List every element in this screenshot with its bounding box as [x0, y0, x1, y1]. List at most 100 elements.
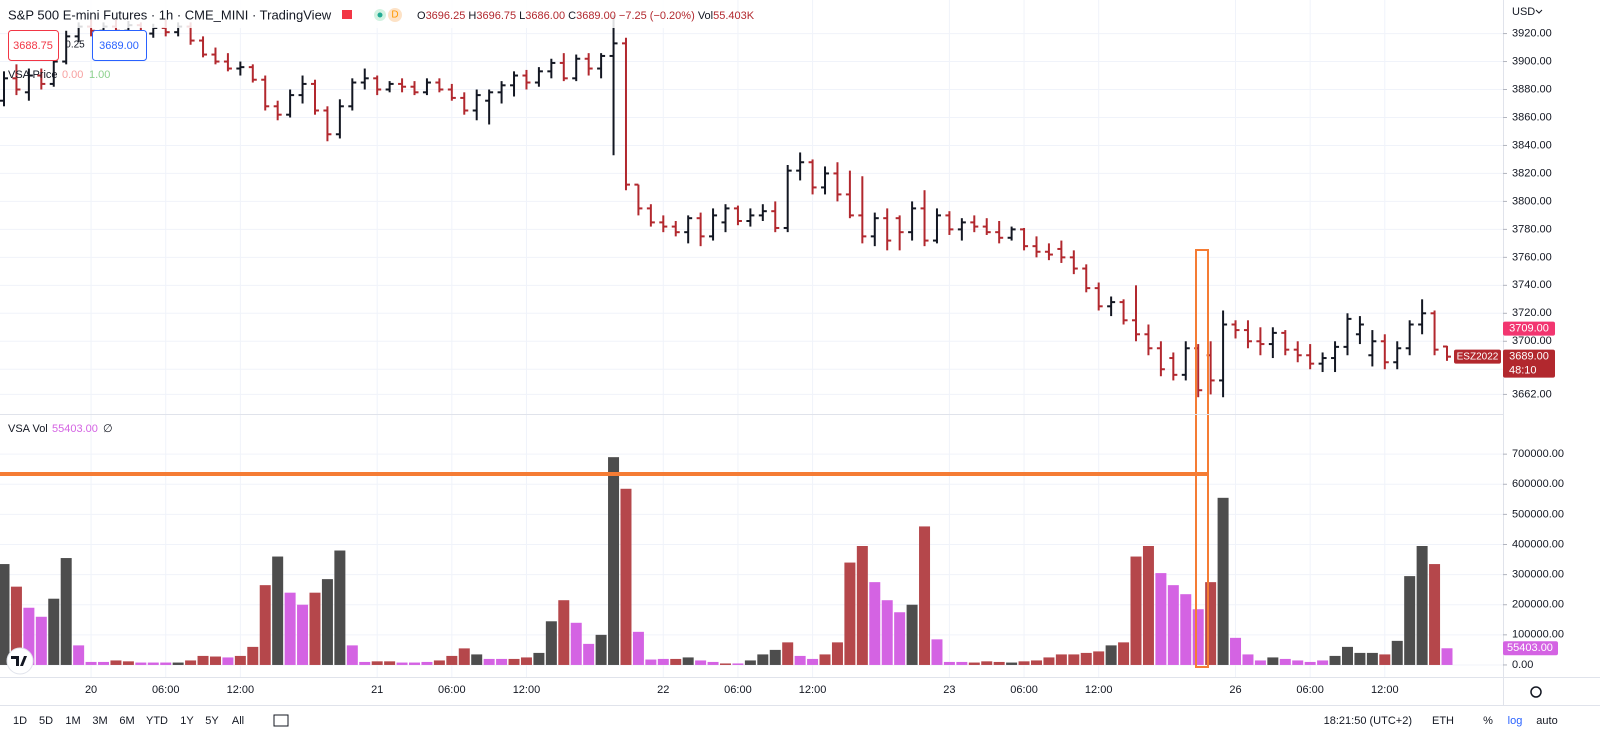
volume-bar — [1217, 497, 1229, 665]
scale-option[interactable]: % — [1483, 715, 1493, 727]
volume-bar — [1030, 660, 1042, 665]
ohlc-value: 3696.75 — [476, 10, 516, 22]
y-tick-label: 3760.00 — [1512, 251, 1552, 263]
volume-bar — [185, 660, 197, 665]
volume-bar — [1043, 657, 1055, 665]
volume-bar — [1267, 657, 1279, 665]
volume-bar — [1242, 654, 1254, 665]
indicator-name[interactable]: VSA Vol — [8, 423, 48, 435]
x-tick-label: 12:00 — [513, 684, 541, 696]
volume-bar — [1205, 582, 1217, 665]
volume-bar — [1155, 573, 1167, 665]
volume-bar — [744, 660, 756, 665]
y-tick-label: 3880.00 — [1512, 83, 1552, 95]
range-button[interactable]: 1D — [13, 715, 27, 727]
currency-chevron — [1535, 9, 1543, 14]
session-toggle[interactable]: ETH — [1432, 715, 1454, 727]
flag-icon[interactable] — [342, 10, 352, 19]
range-button[interactable]: YTD — [146, 715, 168, 727]
indicator-name[interactable]: VSA Price — [8, 69, 58, 81]
volume-bar — [23, 607, 35, 665]
volume-bar — [670, 658, 682, 665]
volume-bar — [508, 658, 520, 665]
volume-bar — [869, 582, 881, 665]
x-tick-label: 21 — [371, 684, 383, 696]
y-tick-label: 400000.00 — [1512, 538, 1564, 550]
volume-bar — [396, 662, 408, 665]
volume-bar — [981, 661, 993, 665]
volume-bar — [1105, 645, 1117, 665]
volume-bar — [1366, 652, 1378, 665]
volume-bar — [595, 634, 607, 665]
volume-bar — [657, 658, 669, 665]
volume-bar — [10, 586, 22, 665]
volume-bar — [1254, 660, 1266, 665]
volume-bar — [1391, 640, 1403, 665]
volume-bar — [545, 621, 557, 665]
range-button[interactable]: All — [232, 715, 244, 727]
scale-option[interactable]: log — [1508, 715, 1523, 727]
compare-icon[interactable] — [273, 714, 289, 727]
volume-bar — [695, 660, 707, 665]
volume-bar — [35, 616, 47, 665]
buy-price[interactable]: 3689.00 — [99, 40, 139, 52]
volume-bar — [409, 662, 421, 665]
volume-bar — [259, 585, 271, 665]
volume-bar — [732, 663, 744, 665]
volume-value: 55.403K — [713, 10, 755, 22]
y-tick-label: 100000.00 — [1512, 629, 1564, 641]
range-button[interactable]: 3M — [92, 715, 107, 727]
scale-option[interactable]: auto — [1536, 715, 1557, 727]
indicator-extra: ∅ — [103, 423, 113, 435]
symbol-title[interactable]: S&P 500 E-mini Futures · 1h · CME_MINI ·… — [8, 7, 332, 22]
sell-button[interactable] — [8, 30, 59, 61]
indicator-value: 0.00 — [62, 69, 83, 81]
x-tick-label: 23 — [943, 684, 955, 696]
ohlc-value: 3696.25 — [426, 10, 466, 22]
volume-bar — [520, 657, 532, 665]
volume-bar — [234, 655, 246, 665]
ohlc-legend: O3696.25 H3696.75 L3686.00 C3689.00 −7.2… — [417, 10, 755, 22]
volume-bar — [247, 646, 259, 665]
logo[interactable] — [6, 647, 34, 675]
range-button[interactable]: 5D — [39, 715, 53, 727]
volume-bar — [558, 600, 570, 665]
y-tick-label: 300000.00 — [1512, 569, 1564, 581]
drawing-horizontal[interactable] — [0, 472, 1208, 476]
volume-bar — [1068, 654, 1080, 665]
volume-bar — [645, 659, 657, 665]
volume-bar — [110, 660, 122, 665]
symbol-badge-label: ESZ2022 — [1457, 351, 1499, 362]
range-button[interactable]: 1Y — [180, 715, 194, 727]
badge-circle — [388, 8, 402, 22]
price-badge-label: 3709.00 — [1509, 323, 1549, 335]
logo-mark — [11, 656, 27, 666]
volume-badge — [1503, 641, 1558, 656]
sell-price[interactable]: 3688.75 — [13, 40, 53, 52]
volume-bar — [757, 654, 769, 665]
volume-bar — [583, 643, 595, 665]
range-button[interactable]: 5Y — [205, 715, 219, 727]
volume-bar — [819, 654, 831, 665]
clock[interactable]: 18:21:50 (UTC+2) — [1324, 715, 1412, 727]
volume-label: Vol — [698, 10, 713, 22]
range-button[interactable]: 1M — [65, 715, 80, 727]
volume-bar — [620, 488, 632, 665]
settings-icon[interactable] — [1530, 686, 1542, 698]
delay-badge: D — [391, 10, 398, 21]
drawing-rectangle[interactable] — [1195, 249, 1209, 668]
volume-bar — [98, 661, 110, 665]
currency[interactable]: USD — [1512, 6, 1535, 18]
volume-bar — [968, 662, 980, 665]
x-tick-label: 12:00 — [1085, 684, 1113, 696]
volume-bar — [1055, 654, 1067, 665]
buy-button[interactable] — [92, 30, 147, 61]
volume-bar — [1093, 651, 1105, 665]
range-button[interactable]: 6M — [119, 715, 134, 727]
volume-bar — [794, 655, 806, 665]
volume-bar — [1167, 585, 1179, 665]
x-tick-label: 26 — [1229, 684, 1241, 696]
volume-bar — [1230, 637, 1242, 665]
change: −7.25 (−0.20%) — [619, 10, 695, 22]
